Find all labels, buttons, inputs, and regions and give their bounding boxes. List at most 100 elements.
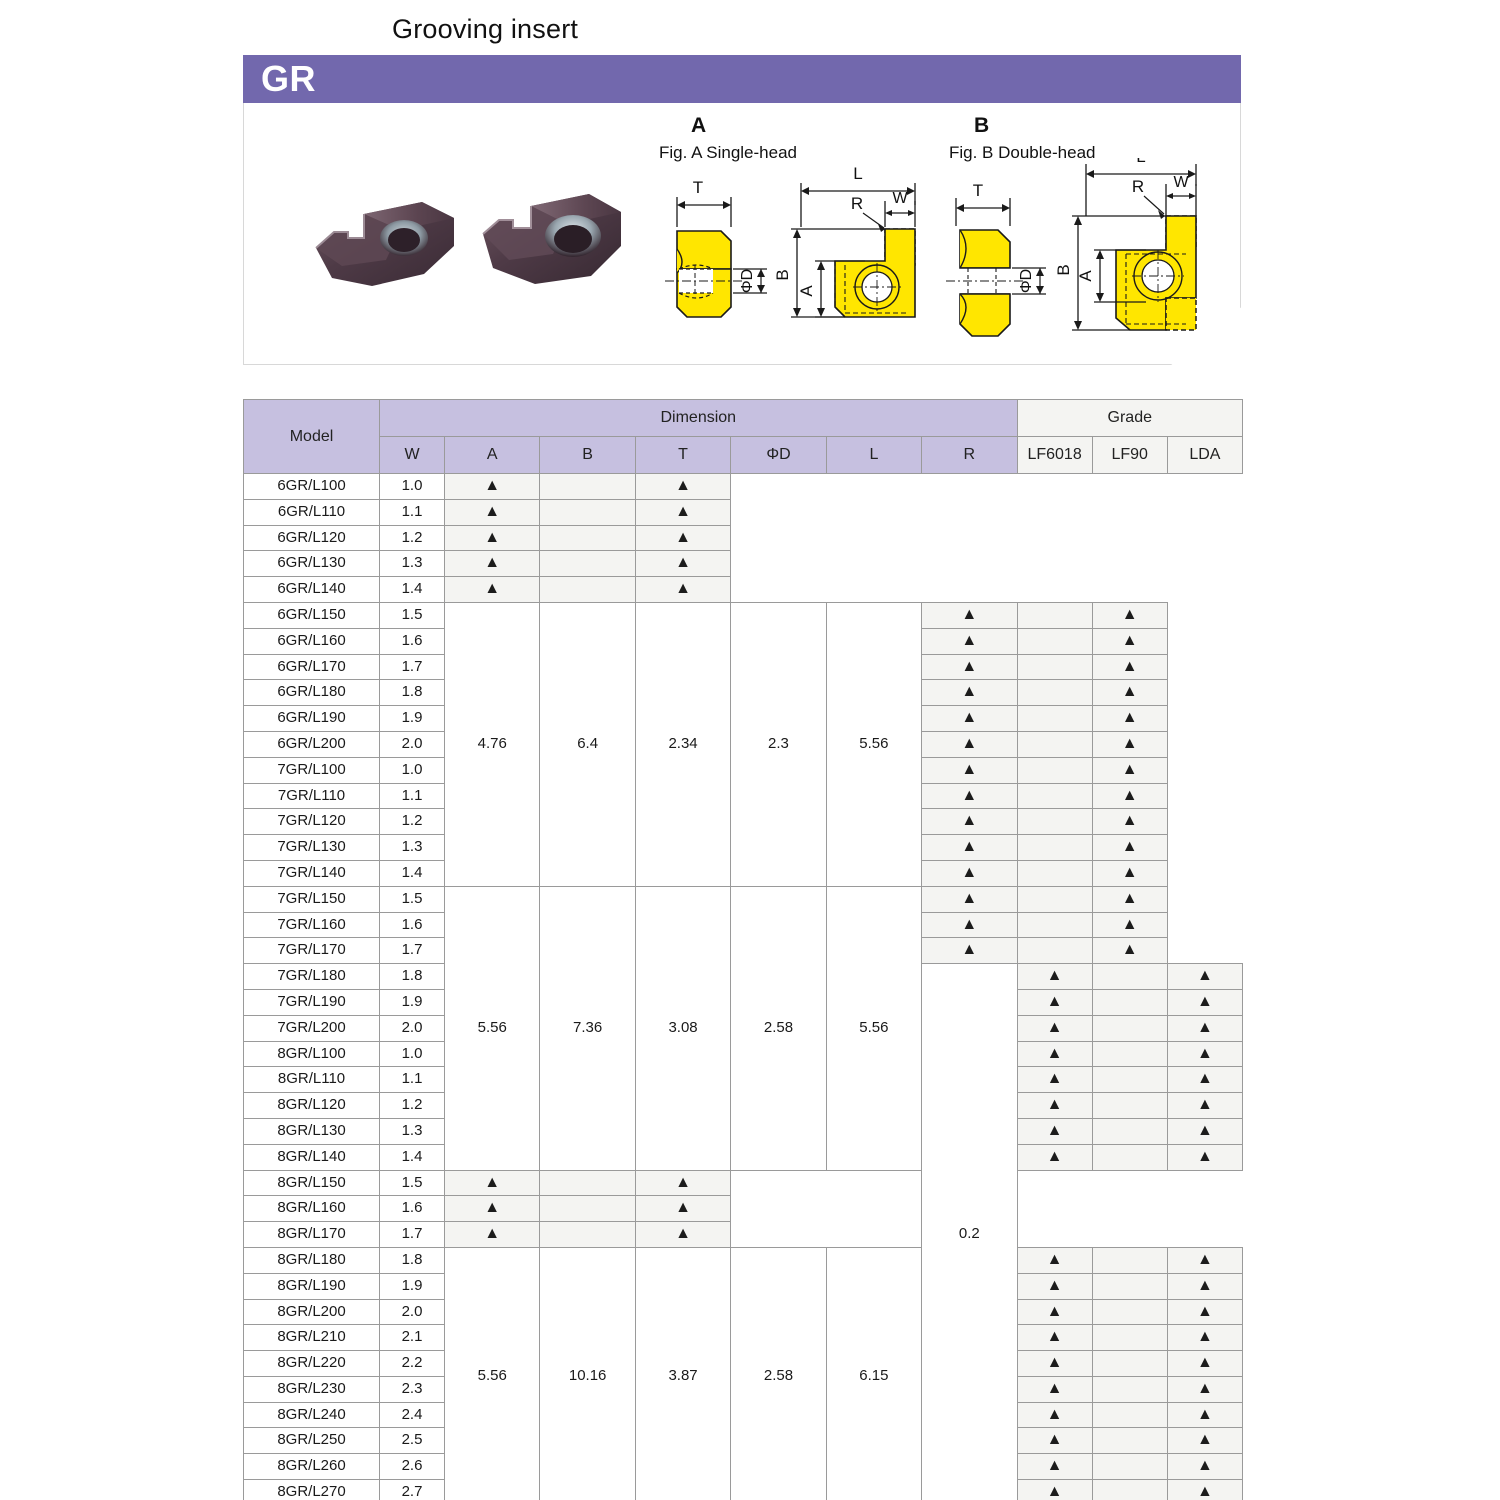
cell-model: 8GR/L260: [242, 1453, 381, 1481]
cell-t: 2.34: [634, 601, 732, 887]
cell-grade-lf90: [1091, 1066, 1168, 1094]
cell-grade-lf6018: ▲: [921, 627, 1018, 655]
table-row: 7GR/L120 1.2 ▲ ▲: [242, 808, 1243, 836]
table-row: 8GR/L140 1.4 ▲ ▲: [242, 1143, 1244, 1171]
col-header-r: R: [921, 436, 1018, 474]
cell-grade-lf6018: ▲: [443, 1195, 541, 1223]
cell-grade-lf90: [1091, 1014, 1168, 1042]
grade-mark-triangle-icon: ▲: [1196, 1070, 1213, 1088]
svg-text:R: R: [851, 194, 863, 213]
figure-b-drawing: T ΦD: [946, 158, 1197, 337]
cell-grade-lda: ▲: [1166, 988, 1244, 1016]
cell-grade-lf6018: ▲: [1016, 1040, 1093, 1068]
cell-phi-d: 2.3: [730, 601, 827, 887]
grade-mark-triangle-icon: ▲: [1046, 1044, 1063, 1062]
table-row: 7GR/L190 1.9 ▲ ▲: [242, 988, 1244, 1016]
cell-grade-lf6018: ▲: [921, 782, 1018, 810]
col-header-grade-group: Grade: [1016, 399, 1244, 437]
cell-grade-lf6018: ▲: [921, 679, 1018, 707]
cell-grade-lf6018: ▲: [1016, 1324, 1093, 1352]
grade-mark-triangle-icon: ▲: [1046, 1096, 1063, 1114]
grade-mark-triangle-icon: ▲: [1121, 812, 1138, 830]
svg-text:W: W: [1173, 174, 1189, 191]
cell-model: 8GR/L140: [242, 1143, 381, 1171]
cell-grade-lda: ▲: [1091, 679, 1168, 707]
col-header-dimension-group: Dimension: [379, 399, 1018, 437]
cell-grade-lda: ▲: [1091, 885, 1168, 913]
cell-grade-lf6018: ▲: [921, 730, 1018, 758]
table-row: 6GR/L180 1.8 ▲ ▲: [242, 679, 1243, 707]
cell-grade-lf6018: ▲: [443, 576, 541, 603]
grade-mark-triangle-icon: ▲: [961, 605, 978, 623]
cell-grade-lf90: [1016, 782, 1093, 810]
cell-grade-lda: ▲: [634, 498, 732, 526]
cell-w: 2.6: [379, 1453, 445, 1481]
grade-mark-triangle-icon: ▲: [675, 477, 691, 494]
cell-grade-lf6018: ▲: [1016, 1246, 1093, 1274]
grade-mark-triangle-icon: ▲: [961, 915, 978, 933]
grade-mark-triangle-icon: ▲: [961, 709, 978, 727]
cell-grade-lf90: [539, 524, 636, 552]
grade-mark-triangle-icon: ▲: [1046, 1354, 1063, 1372]
cell-model: 6GR/L170: [242, 653, 381, 681]
grade-mark-triangle-icon: ▲: [961, 812, 978, 830]
grade-mark-triangle-icon: ▲: [1046, 1328, 1063, 1346]
svg-text:W: W: [892, 190, 908, 207]
grade-mark-triangle-icon: ▲: [484, 1199, 501, 1217]
cell-grade-lda: ▲: [1166, 1117, 1244, 1145]
grade-mark-triangle-icon: ▲: [1196, 1250, 1213, 1268]
col-header-model: Model: [242, 399, 381, 474]
cell-w: 1.4: [379, 1143, 445, 1171]
cell-grade-lf6018: ▲: [1016, 1401, 1093, 1429]
cell-model: 7GR/L190: [242, 988, 381, 1016]
cell-w: 1.8: [379, 679, 445, 707]
cell-grade-lf6018: ▲: [1016, 1014, 1093, 1042]
cell-grade-lf6018: ▲: [921, 653, 1018, 681]
cell-grade-lda: ▲: [1091, 782, 1168, 810]
cell-b: 6.4: [539, 601, 636, 887]
grade-mark-triangle-icon: ▲: [1046, 1070, 1063, 1088]
cell-w: 1.7: [379, 1221, 445, 1248]
insert-photo-right: [482, 194, 621, 284]
cell-model: 7GR/L160: [242, 911, 381, 939]
cell-grade-lf90: [1016, 937, 1093, 965]
cell-w: 1.9: [379, 1272, 445, 1300]
cell-grade-lda: ▲: [1166, 1375, 1244, 1403]
table-row: 8GR/L260 2.6 ▲ ▲: [242, 1453, 1244, 1481]
cell-grade-lda: ▲: [1166, 1143, 1244, 1171]
cell-w: 2.5: [379, 1427, 445, 1455]
cell-w: 2.0: [379, 1014, 445, 1042]
cell-grade-lda: ▲: [1166, 1092, 1244, 1119]
svg-text:L: L: [853, 165, 862, 183]
cell-w: 1.6: [379, 1195, 445, 1223]
cell-a: 5.56: [443, 885, 541, 1171]
cell-grade-lda: ▲: [1091, 911, 1168, 939]
cell-grade-lda: ▲: [1091, 859, 1168, 887]
cell-grade-lf6018: ▲: [921, 808, 1018, 836]
grade-mark-triangle-icon: ▲: [961, 889, 978, 907]
grade-mark-triangle-icon: ▲: [484, 1173, 501, 1191]
grade-mark-triangle-icon: ▲: [961, 734, 978, 752]
cell-grade-lda: ▲: [1091, 808, 1168, 836]
cell-b: 7.36: [539, 885, 636, 1171]
cell-w: 1.5: [379, 601, 445, 629]
table-head-row-groups: Model Dimension Grade: [242, 399, 1244, 474]
cell-grade-lf90: [1091, 1092, 1168, 1119]
cell-model: 8GR/L160: [242, 1195, 381, 1223]
cell-l: 5.56: [825, 601, 923, 887]
cell-model: 6GR/L190: [242, 705, 381, 732]
cell-model: 7GR/L120: [242, 808, 381, 836]
grade-mark-triangle-icon: ▲: [1046, 1405, 1063, 1423]
svg-text:ΦD: ΦD: [1018, 269, 1035, 293]
cell-w: 1.1: [379, 1066, 445, 1094]
cell-l: 5.56: [825, 885, 923, 1171]
cell-grade-lda: ▲: [634, 524, 732, 552]
svg-text:ΦD: ΦD: [739, 269, 756, 293]
grade-mark-triangle-icon: ▲: [484, 502, 501, 520]
insert-photo-left: [315, 202, 454, 286]
grade-mark-triangle-icon: ▲: [1196, 1431, 1213, 1449]
table-row: 8GR/L160 1.6 ▲ ▲: [242, 1195, 1243, 1223]
grade-mark-triangle-icon: ▲: [1196, 1483, 1213, 1500]
cell-model: 6GR/L180: [242, 679, 381, 707]
svg-text:B: B: [1054, 264, 1073, 275]
